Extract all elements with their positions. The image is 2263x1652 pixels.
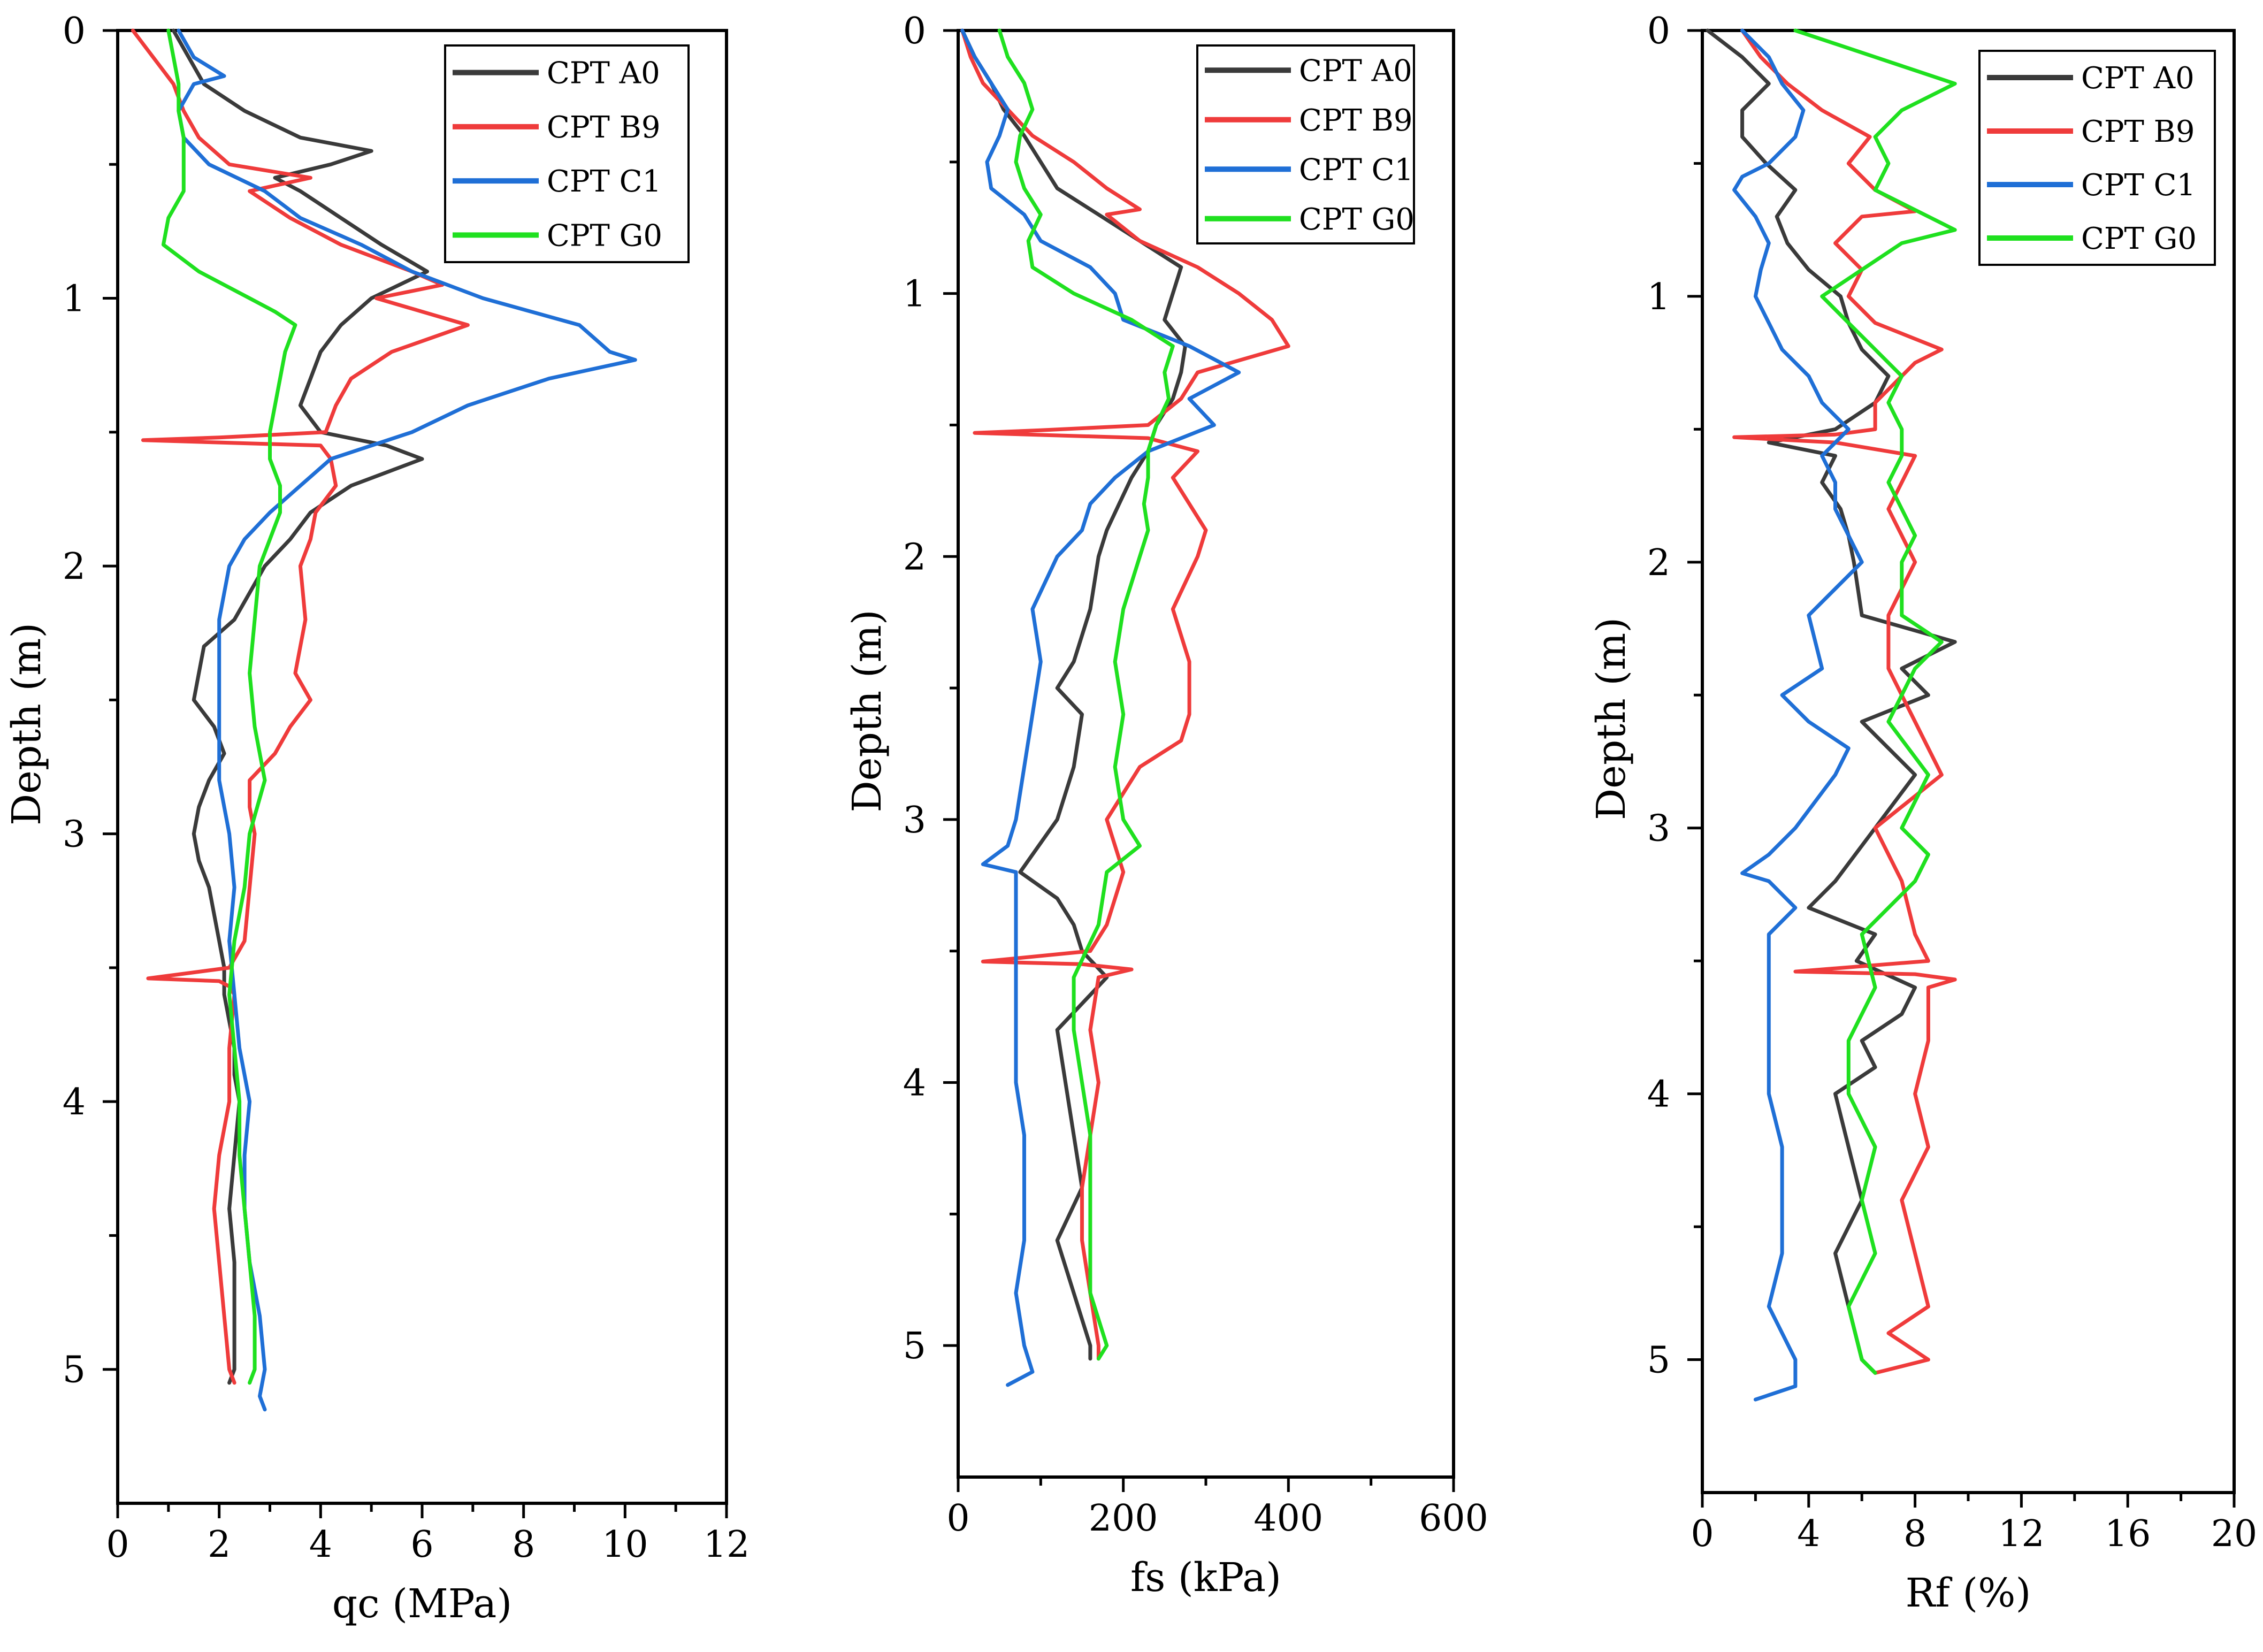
x-tick-label: 10 <box>602 1524 648 1566</box>
legend-entry-label: CPT B9 <box>2081 114 2195 149</box>
y-tick-label: 1 <box>903 273 926 316</box>
legend-entry-label: CPT C1 <box>2081 168 2196 203</box>
y-tick-label: 0 <box>1647 10 1670 52</box>
legend-entry-label: CPT A0 <box>2081 61 2195 96</box>
y-axis-title: Depth (m) <box>1588 617 1634 820</box>
x-axis-title: fs (kPa) <box>1130 1555 1281 1601</box>
x-tick-label: 400 <box>1253 1497 1323 1540</box>
x-tick-label: 600 <box>1419 1497 1488 1540</box>
legend-box <box>444 44 690 263</box>
x-tick-label: 0 <box>106 1524 129 1566</box>
y-tick-label: 2 <box>1647 542 1670 584</box>
legend-entry-label: CPT G0 <box>2081 221 2197 256</box>
series-line-cpt-c1 <box>960 28 1241 1387</box>
x-axis-title: Rf (%) <box>1906 1570 2031 1616</box>
x-tick-label: 4 <box>309 1524 332 1566</box>
plot-frame <box>957 29 1455 1479</box>
x-tick-label: 4 <box>1797 1513 1820 1555</box>
series-line-cpt-c1 <box>177 28 637 1412</box>
series-line-cpt-c1 <box>1732 28 1864 1402</box>
series-line-cpt-a0 <box>960 28 1187 1361</box>
x-tick-label: 6 <box>410 1524 433 1566</box>
x-tick-label: 2 <box>208 1524 231 1566</box>
y-tick-label: 1 <box>63 278 86 320</box>
series-line-cpt-b9 <box>131 28 470 1385</box>
x-tick-label: 20 <box>2211 1513 2258 1555</box>
y-axis-title: Depth (m) <box>4 623 50 825</box>
y-tick-label: 2 <box>903 536 926 578</box>
x-tick-label: 12 <box>1998 1513 2045 1555</box>
x-tick-label: 8 <box>1903 1513 1926 1555</box>
series-line-cpt-g0 <box>1793 28 1957 1375</box>
legend-entry-label: CPT A0 <box>1299 53 1412 88</box>
legend-entry-label: CPT G0 <box>547 218 662 253</box>
legend-entry-label: CPT A0 <box>547 56 660 91</box>
legend-entry-label: CPT B9 <box>547 110 660 145</box>
series-line-cpt-b9 <box>960 28 1290 1361</box>
y-tick-label: 0 <box>63 10 86 52</box>
y-tick-label: 4 <box>63 1081 86 1123</box>
legend-entry-label: CPT C1 <box>1299 152 1413 187</box>
x-tick-label: 12 <box>704 1524 750 1566</box>
y-tick-label: 1 <box>1647 276 1670 318</box>
x-tick-label: 0 <box>946 1497 969 1540</box>
series-line-cpt-a0 <box>1706 28 1957 1375</box>
x-tick-label: 16 <box>2105 1513 2151 1555</box>
y-tick-label: 3 <box>63 814 86 856</box>
legend: CPT A0 CPT B9 CPT C1 CPT G0 <box>1978 50 2216 266</box>
y-tick-label: 3 <box>1647 808 1670 850</box>
legend-box <box>1196 44 1415 244</box>
y-tick-label: 4 <box>1647 1074 1670 1116</box>
x-axis-title: qc (MPa) <box>332 1581 512 1627</box>
legend-box <box>1978 50 2216 266</box>
legend-entry-label: CPT G0 <box>1299 202 1415 237</box>
y-tick-label: 0 <box>903 10 926 52</box>
y-tick-label: 5 <box>63 1349 86 1391</box>
x-tick-label: 200 <box>1089 1497 1158 1540</box>
x-tick-label: 8 <box>512 1524 535 1566</box>
y-tick-label: 5 <box>903 1325 926 1367</box>
y-tick-label: 3 <box>903 799 926 842</box>
legend: CPT A0 CPT B9 CPT C1 CPT G0 <box>1196 44 1415 244</box>
series-line-cpt-g0 <box>997 28 1175 1361</box>
y-axis-title: Depth (m) <box>844 609 890 812</box>
series-line-cpt-g0 <box>161 28 297 1385</box>
y-tick-label: 5 <box>1647 1340 1670 1382</box>
series-line-cpt-a0 <box>171 28 429 1385</box>
legend-entry-label: CPT B9 <box>1299 103 1412 138</box>
legend-entry-label: CPT C1 <box>547 164 661 199</box>
y-tick-label: 2 <box>63 546 86 588</box>
legend: CPT A0 CPT B9 CPT C1 CPT G0 <box>444 44 690 263</box>
x-tick-label: 0 <box>1691 1513 1714 1555</box>
y-tick-label: 4 <box>903 1062 926 1105</box>
series-line-cpt-b9 <box>1732 28 1957 1375</box>
